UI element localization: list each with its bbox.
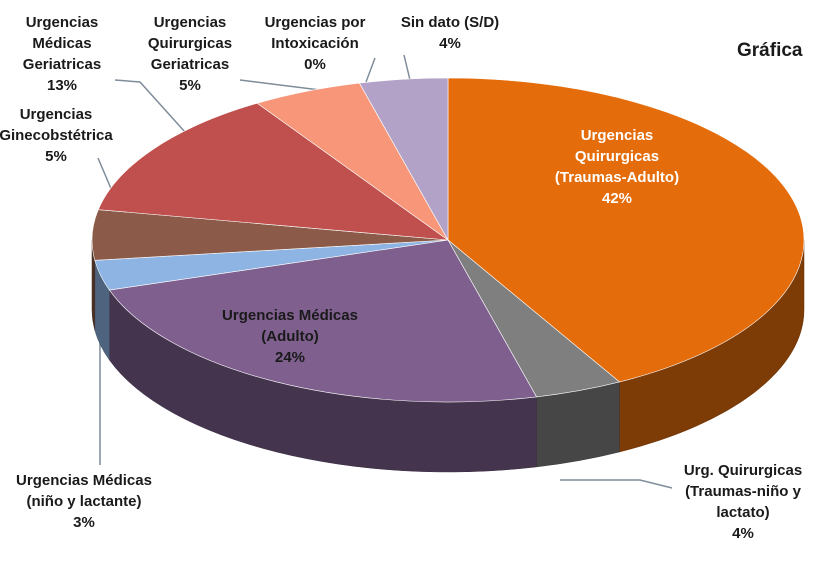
value-label: 3% <box>73 514 95 531</box>
slice <box>108 239 538 403</box>
slice <box>447 77 805 383</box>
category-label: Urg. Quirurgicas (Traumas-niño y lactato… <box>683 462 803 521</box>
category-label: Urgencias Médicas (Adulto) <box>222 307 358 345</box>
value-label: 4% <box>732 525 754 542</box>
data-label: Urg. Quirurgicas (Traumas-niño y lactato… <box>668 460 818 544</box>
category-label: Urgencias Quirurgicas Geriatricas <box>147 14 233 73</box>
value-label: 13% <box>46 77 78 94</box>
slice-sides <box>91 239 805 473</box>
value-label: 42% <box>601 190 633 207</box>
leader-line <box>114 79 186 133</box>
category-label: Urgencias Quirurgicas (Traumas-Adulto) <box>554 127 680 186</box>
data-label: Urgencias Médicas (niño y lactante) 3% <box>9 470 159 533</box>
category-label: Urgencias por Intoxicación <box>264 14 366 52</box>
category-label: Urgencias Ginecobstétrica <box>0 106 113 144</box>
value-label: 5% <box>45 148 67 165</box>
data-label: Urgencias Médicas (Adulto) 24% <box>215 305 365 368</box>
data-label: Urgencias por Intoxicación 0% <box>245 12 385 75</box>
data-label: Sin dato (S/D) 4% <box>375 12 525 54</box>
leader-line <box>365 57 376 83</box>
value-label: 5% <box>179 77 201 94</box>
data-label: Urgencias Quirurgicas (Traumas-Adulto) 42… <box>537 125 697 209</box>
data-label: Urgencias Quirurgicas Geriatricas 5% <box>135 12 245 96</box>
value-label: 0% <box>304 56 326 73</box>
leader-line <box>403 54 411 81</box>
leader-line <box>239 79 321 91</box>
category-label: Sin dato (S/D) <box>400 14 500 31</box>
category-label: Urgencias Médicas Geriatricas <box>22 14 102 73</box>
slice-tops <box>91 77 805 403</box>
chart-title: Gráfica <box>737 40 803 61</box>
data-label: Urgencias Ginecobstétrica 5% <box>0 104 131 167</box>
data-label: Urgencias Médicas Geriatricas 13% <box>7 12 117 96</box>
value-label: 4% <box>439 35 461 52</box>
value-label: 24% <box>274 349 306 366</box>
category-label: Urgencias Médicas (niño y lactante) <box>16 472 152 510</box>
slice <box>358 77 449 242</box>
leader-line <box>560 479 673 489</box>
slice <box>97 102 450 241</box>
